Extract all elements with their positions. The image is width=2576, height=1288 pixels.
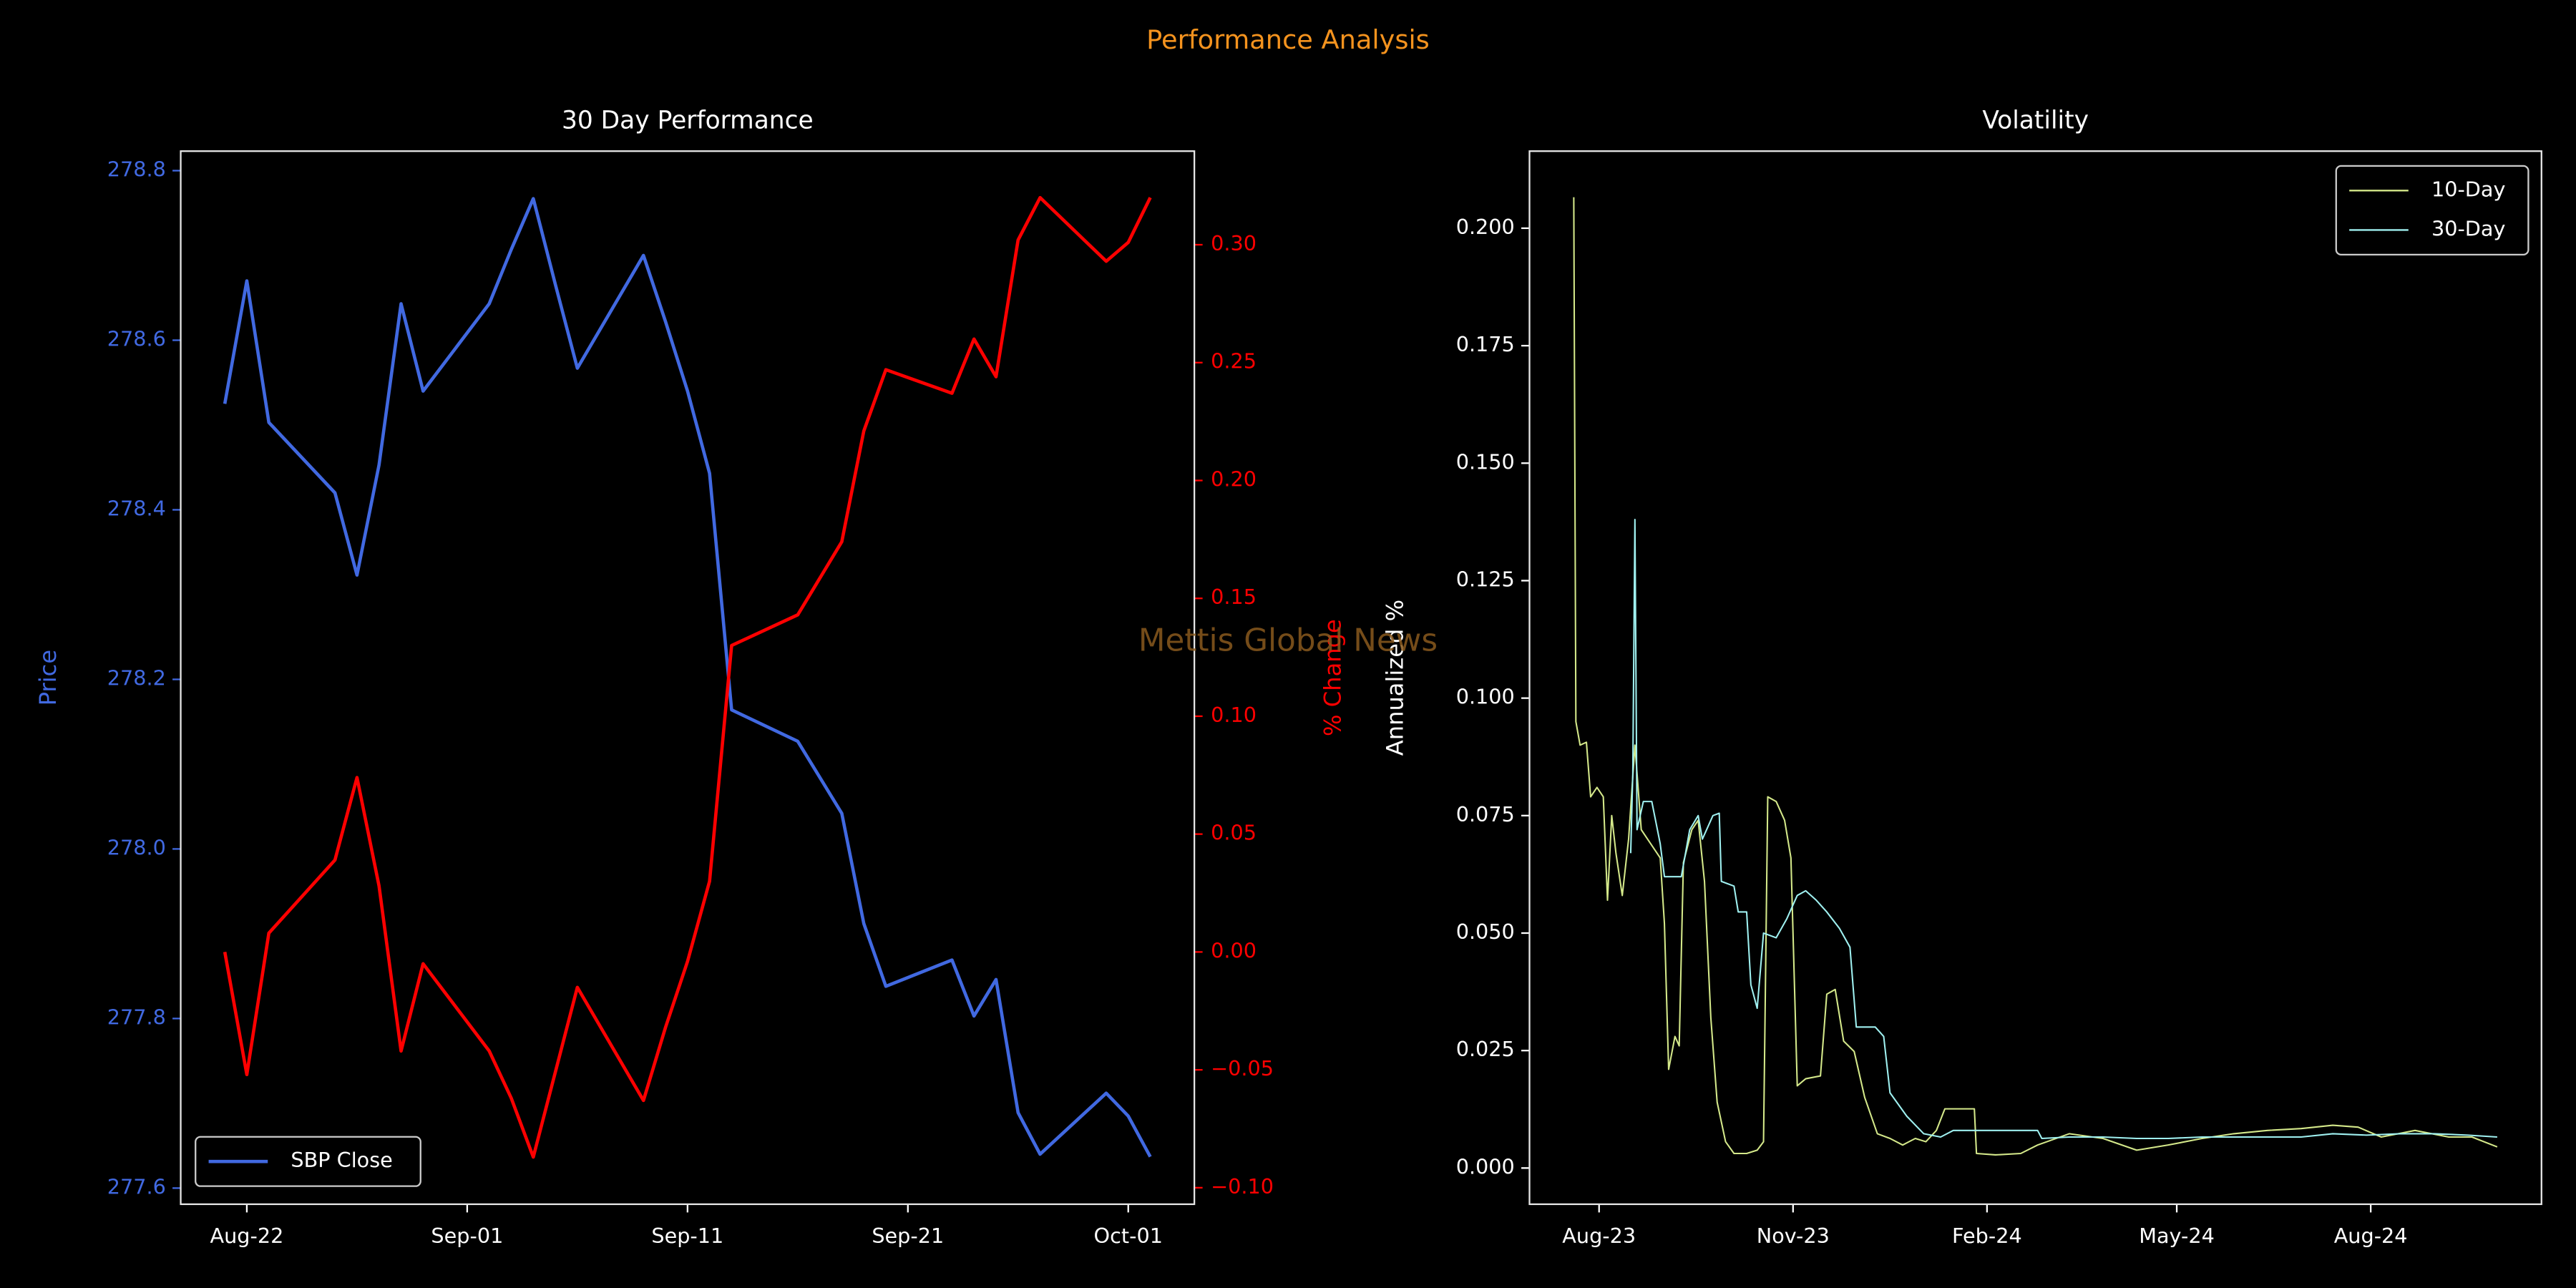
- y2-tick-label: 0.30: [1211, 231, 1257, 255]
- y-tick-label: 0.000: [1456, 1154, 1515, 1179]
- x-tick-label: Oct-01: [1094, 1224, 1163, 1248]
- y-tick-label: 0.150: [1456, 449, 1515, 474]
- axes-frame: [180, 150, 1196, 1206]
- x-tick-label: Sep-11: [651, 1224, 723, 1248]
- series-line: [223, 197, 1152, 1158]
- y-tick-label: 278.2: [107, 665, 166, 690]
- y2-tick-label: 0.25: [1211, 349, 1257, 374]
- x-tick-label: Aug-22: [210, 1224, 283, 1248]
- legend-label: SBP Close: [291, 1148, 392, 1172]
- y2-tick-label: −0.05: [1211, 1056, 1274, 1080]
- x-tick-label: Aug-24: [2334, 1224, 2408, 1248]
- x-tick-label: Nov-23: [1757, 1224, 1830, 1248]
- y-tick-label: 0.125: [1456, 567, 1515, 591]
- x-tick-label: Sep-21: [872, 1224, 944, 1248]
- chart-title: 30 Day Performance: [562, 106, 814, 135]
- x-tick-label: Sep-01: [431, 1224, 503, 1248]
- legend-box: [2335, 165, 2529, 256]
- y-tick-label: 0.050: [1456, 919, 1515, 944]
- y2-tick-label: 0.05: [1211, 821, 1257, 845]
- watermark: Mettis Global News: [1138, 623, 1438, 659]
- y2-tick-label: 0.00: [1211, 938, 1257, 962]
- y2-axis-label: % Change: [1319, 619, 1346, 736]
- y-tick-label: 0.075: [1456, 802, 1515, 826]
- figure-title: Performance Analysis: [1146, 24, 1430, 55]
- y-tick-label: 0.025: [1456, 1037, 1515, 1061]
- legend-label: 30-Day: [2431, 216, 2506, 240]
- y-tick-label: 278.0: [107, 835, 166, 859]
- x-tick-label: May-24: [2139, 1224, 2215, 1248]
- y-tick-label: 278.4: [107, 496, 166, 520]
- y-tick-label: 0.200: [1456, 215, 1515, 239]
- legend-label: 10-Day: [2431, 177, 2506, 201]
- y-tick-label: 278.6: [107, 326, 166, 351]
- y2-tick-label: 0.15: [1211, 585, 1257, 609]
- y2-tick-label: 0.20: [1211, 467, 1257, 491]
- legend-box: [195, 1136, 421, 1187]
- y-axis-label: Price: [34, 650, 62, 706]
- series-line: [1629, 519, 2497, 1140]
- y-tick-label: 278.8: [107, 157, 166, 181]
- x-tick-label: Aug-23: [1562, 1224, 1636, 1248]
- chart-title: Volatility: [1982, 106, 2089, 135]
- x-tick-label: Feb-24: [1952, 1224, 2022, 1248]
- y-tick-label: 0.100: [1456, 685, 1515, 709]
- y-axis-label: Annualized %: [1382, 600, 1409, 756]
- series-line: [223, 195, 1152, 1159]
- y-tick-label: 277.8: [107, 1005, 166, 1029]
- y2-tick-label: −0.10: [1211, 1174, 1274, 1199]
- y-tick-label: 277.6: [107, 1174, 166, 1199]
- y-tick-label: 0.175: [1456, 332, 1515, 356]
- axes-frame: [1528, 150, 2542, 1206]
- y2-tick-label: 0.10: [1211, 703, 1257, 727]
